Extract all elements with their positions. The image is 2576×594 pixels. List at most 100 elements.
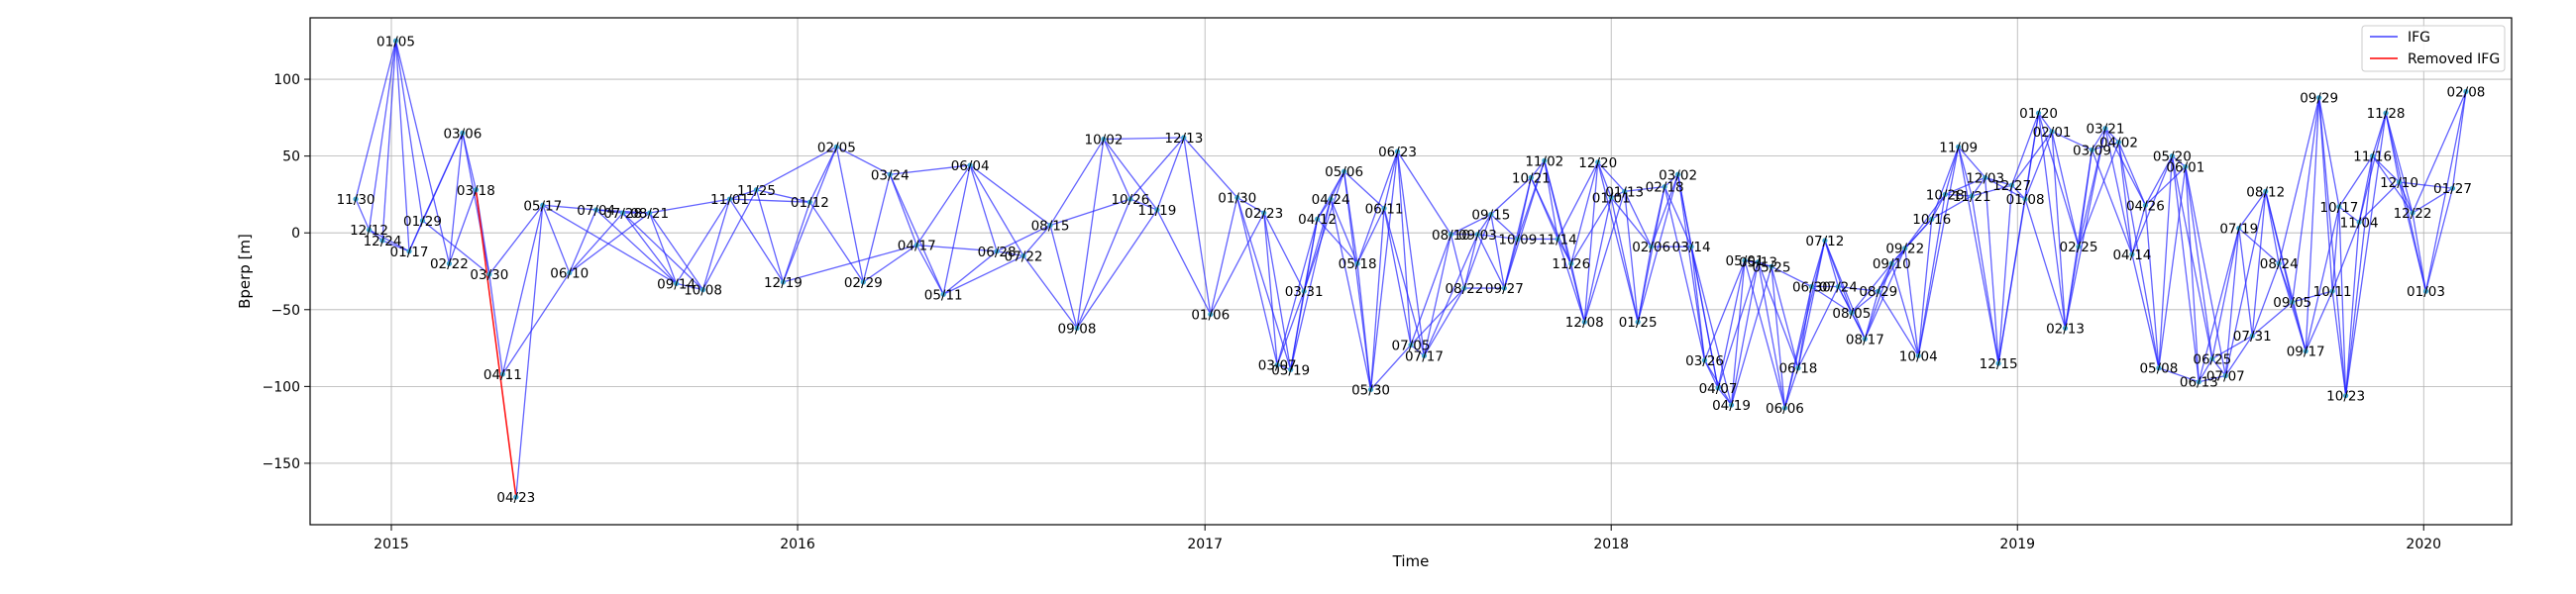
acquisition-date-label: 11/16 [2353,149,2392,165]
ifg-edge [1624,191,1639,323]
acquisition-point [460,130,466,136]
ifg-edge [2398,181,2427,292]
ifg-edge [2185,166,2226,376]
ifg-edge [835,147,864,282]
ifg-edge [2358,113,2387,223]
acquisition-point [486,271,492,277]
ifg-edge [1810,240,1826,287]
ifg-edge [1022,255,1078,329]
acquisition-point [1394,148,1401,154]
y-tick-label: 0 [291,226,300,242]
ifg-edge [1103,137,1184,141]
acquisition-point [1288,366,1294,372]
acquisition-date-label: 01/05 [376,34,415,50]
grid-lines [310,18,2512,525]
acquisition-point [2383,110,2389,116]
ifg-edge [728,198,784,283]
ifg-edge [2144,205,2160,368]
acquisition-point [2009,182,2015,188]
acquisition-point [833,144,839,149]
ifg-edge [782,201,811,283]
acquisition-date-label: 11/09 [1939,140,1978,155]
acquisition-date-label: 02/08 [2446,84,2485,100]
acquisition-date-label: 08/24 [2260,256,2299,272]
ifg-edge [942,164,971,295]
ifg-edge [996,224,1051,252]
ifg-edge [1423,234,1478,356]
acquisition-point [940,291,946,297]
y-axis-title: Bperp [m] [236,234,254,309]
acquisition-point [1915,352,1921,358]
ifg-edge [1129,198,1158,211]
legend-removed-ifg-label: Removed IFG [2408,51,2500,67]
acquisition-point [1528,174,1534,180]
ifg-edge [1864,248,1906,340]
acquisition-date-label: 03/18 [457,183,495,199]
ifg-edge [1931,194,1946,220]
ifg-edge [1530,159,1546,178]
acquisition-point [499,371,505,377]
ifg-edge [1570,161,1599,264]
ifg-edge [916,244,998,252]
ifg-edge [676,198,731,284]
acquisition-date-label: 01/08 [2006,192,2045,208]
acquisition-point [1995,360,2001,366]
acquisition-point [1956,144,1962,149]
ifg-edge [1303,170,1345,292]
ifg-edge [1851,312,1866,340]
acquisition-date-label: 04/26 [2126,198,2165,214]
acquisition-point [2329,288,2335,294]
ifg-edge [783,244,917,283]
acquisition-point [1608,194,1614,201]
ifg-edge [542,204,596,211]
acquisition-date-label: 06/04 [951,158,990,174]
ifg-edge [1396,150,1451,236]
ifg-edge [1904,194,1946,249]
acquisition-date-label: 11/30 [337,192,376,208]
ifg-edge [2158,155,2174,368]
acquisition-point [1581,319,1587,325]
acquisition-date-label: 06/30 [1792,280,1831,296]
x-tick-label: 2018 [1593,537,1629,552]
ifg-edge [569,212,624,273]
acquisition-date-label: 11/25 [737,183,776,199]
ifg-edge [2051,131,2080,248]
acquisition-point [2410,210,2415,216]
acquisition-date-label: 03/21 [2087,122,2125,138]
ifg-edge [1076,209,1158,329]
ifg-edge [381,41,397,242]
ifg-edge [595,209,678,284]
ifg-edge [1383,150,1399,209]
acquisition-date-label: 11/26 [1552,256,1590,272]
ifg-edge [2185,166,2213,359]
ifg-edge [1556,161,1599,240]
ifg-edge [1410,344,1425,356]
ifg-edge [2198,358,2213,383]
ifg-edge [1410,287,1465,346]
ifg-edge [2224,335,2253,376]
acquisition-date-label: 03/24 [871,167,910,183]
acquisition-point [1101,136,1107,143]
ifg-edge [1985,176,2026,200]
ifg-edge [1583,191,1626,323]
ifg-edge [2338,155,2374,208]
acquisition-date-label: 01/03 [2407,284,2445,300]
acquisition-point [567,269,573,276]
ifg-edge [369,229,410,252]
acquisition-point [780,279,787,285]
ifg-edge [1730,266,1772,406]
acquisition-point [2222,372,2228,379]
acquisition-date-label: 07/05 [1392,338,1431,353]
ifg-edge [394,41,410,251]
ifg-edge [2199,374,2226,383]
acquisition-point [1555,236,1560,243]
ifg-edge [1917,219,1933,356]
ifg-edge [2051,131,2067,329]
ifg-edge [1904,248,1919,356]
ifg-edge [1890,263,1919,356]
acquisition-date-label: 03/07 [1258,358,1297,374]
ifg-edge [1556,239,1585,323]
acquisition-date-label: 02/01 [2033,125,2072,141]
ifg-edge [1076,198,1131,329]
